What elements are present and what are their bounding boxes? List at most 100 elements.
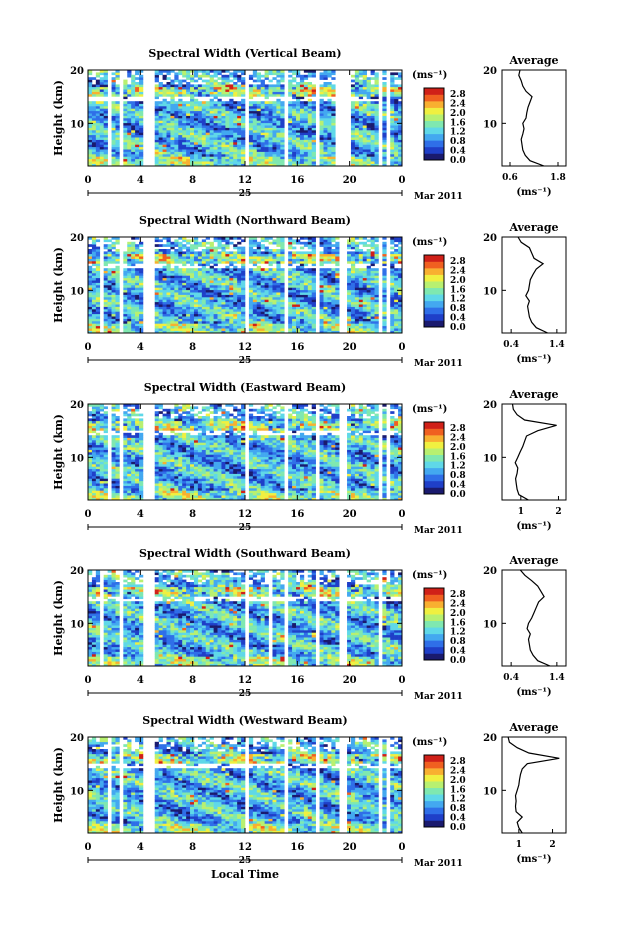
heatmap-cell bbox=[158, 110, 163, 114]
heatmap-cell bbox=[190, 261, 195, 264]
heatmap-cell bbox=[127, 113, 132, 116]
heatmap-cell bbox=[264, 275, 269, 279]
heatmap-cell bbox=[123, 321, 128, 324]
heatmap-cell bbox=[398, 304, 403, 307]
heatmap-cell bbox=[158, 258, 163, 262]
heatmap-cell bbox=[201, 125, 207, 128]
heatmap-cell bbox=[331, 282, 336, 286]
heatmap-cell bbox=[201, 91, 207, 95]
heatmap-cell bbox=[170, 125, 175, 128]
heatmap-cell bbox=[366, 328, 371, 331]
heatmap-cell bbox=[335, 285, 340, 288]
heatmap-cell bbox=[154, 127, 159, 131]
heatmap-cell bbox=[307, 156, 313, 160]
heatmap-cell bbox=[296, 98, 301, 102]
heatmap-cell bbox=[170, 106, 175, 109]
heatmap-cell bbox=[248, 110, 254, 114]
heatmap-cell bbox=[331, 292, 336, 295]
heatmap-cell bbox=[115, 292, 120, 295]
heatmap-cell bbox=[115, 130, 120, 133]
heatmap-cell bbox=[162, 103, 167, 107]
heatmap-cell bbox=[382, 309, 387, 312]
heatmap-cell bbox=[182, 74, 187, 78]
heatmap-cell bbox=[268, 146, 273, 150]
heatmap-cell bbox=[88, 132, 93, 136]
heatmap-cell bbox=[91, 151, 97, 155]
heatmap-cell bbox=[162, 328, 167, 331]
heatmap-cell bbox=[276, 118, 281, 121]
heatmap-cell bbox=[111, 77, 116, 80]
heatmap-cell bbox=[91, 306, 97, 310]
heatmap-cell bbox=[127, 106, 132, 109]
heatmap-cell bbox=[354, 313, 360, 317]
heatmap-cell bbox=[256, 110, 261, 114]
heatmap-cell bbox=[209, 306, 214, 310]
heatmap-cell bbox=[154, 292, 159, 295]
heatmap-cell bbox=[221, 134, 226, 138]
heatmap-cell bbox=[127, 263, 132, 267]
heatmap-cell bbox=[350, 106, 356, 109]
heatmap-cell bbox=[272, 86, 277, 90]
heatmap-cell bbox=[398, 311, 403, 315]
heatmap-cell bbox=[209, 282, 214, 286]
heatmap-cell bbox=[358, 253, 364, 257]
heatmap-cell bbox=[280, 309, 285, 312]
heatmap-cell bbox=[178, 127, 183, 131]
heatmap-cell bbox=[276, 285, 281, 288]
heatmap-cell bbox=[221, 144, 226, 148]
heatmap-cell bbox=[209, 113, 214, 116]
heatmap-cell bbox=[382, 161, 387, 164]
heatmap-cell bbox=[174, 328, 179, 331]
heatmap-cell bbox=[170, 256, 175, 259]
heatmap-cell bbox=[354, 261, 360, 264]
heatmap-cell bbox=[296, 256, 301, 259]
heatmap-cell bbox=[193, 154, 199, 157]
heatmap-cell bbox=[225, 253, 230, 257]
heatmap-cell bbox=[374, 249, 379, 252]
heatmap-cell bbox=[299, 106, 305, 109]
heatmap-cell bbox=[354, 103, 360, 107]
heatmap-cell bbox=[88, 151, 93, 155]
heatmap-cell bbox=[292, 306, 297, 310]
heatmap-cell bbox=[272, 103, 277, 107]
heatmap-cell bbox=[131, 125, 136, 128]
heatmap-cell bbox=[323, 89, 328, 92]
heatmap-cell bbox=[217, 294, 222, 298]
heatmap-cell bbox=[213, 270, 218, 274]
heatmap-cell bbox=[127, 285, 132, 288]
heatmap-cell bbox=[174, 86, 179, 90]
heatmap-cell bbox=[307, 103, 313, 107]
heatmap-cell bbox=[350, 285, 356, 288]
heatmap-cell bbox=[319, 120, 324, 124]
heatmap-cell bbox=[303, 130, 309, 133]
heatmap-cell bbox=[174, 249, 179, 252]
heatmap-cell bbox=[139, 161, 144, 164]
heatmap-cell bbox=[276, 84, 281, 88]
heatmap-cell bbox=[111, 316, 116, 319]
heatmap-cell bbox=[103, 74, 108, 78]
heatmap-cell bbox=[158, 84, 163, 88]
heatmap-cell bbox=[264, 285, 269, 288]
heatmap-cell bbox=[276, 316, 281, 319]
heatmap-cell bbox=[91, 146, 97, 150]
heatmap-cell bbox=[170, 122, 175, 126]
heatmap-cell bbox=[217, 156, 222, 160]
heatmap-cell bbox=[362, 261, 367, 264]
panels: Spectral Width (Vertical Beam)1020Height… bbox=[52, 47, 567, 869]
heatmap-cell bbox=[370, 156, 375, 160]
heatmap-cell bbox=[366, 265, 371, 269]
colorbar-tick-label: 0.0 bbox=[450, 156, 466, 166]
heatmap-cell bbox=[111, 146, 116, 150]
heatmap-cell bbox=[233, 270, 238, 274]
heatmap-cell bbox=[115, 156, 120, 160]
heatmap-cell bbox=[213, 246, 218, 250]
heatmap-cell bbox=[91, 268, 97, 271]
heatmap-cell bbox=[193, 137, 199, 140]
heatmap-cell bbox=[233, 139, 238, 143]
heatmap-cell bbox=[95, 258, 101, 262]
heatmap-cell bbox=[390, 86, 395, 90]
heatmap-cell bbox=[374, 270, 379, 274]
heatmap-cell bbox=[190, 309, 195, 312]
heatmap-cell bbox=[264, 132, 269, 136]
heatmap-cell bbox=[95, 265, 101, 269]
